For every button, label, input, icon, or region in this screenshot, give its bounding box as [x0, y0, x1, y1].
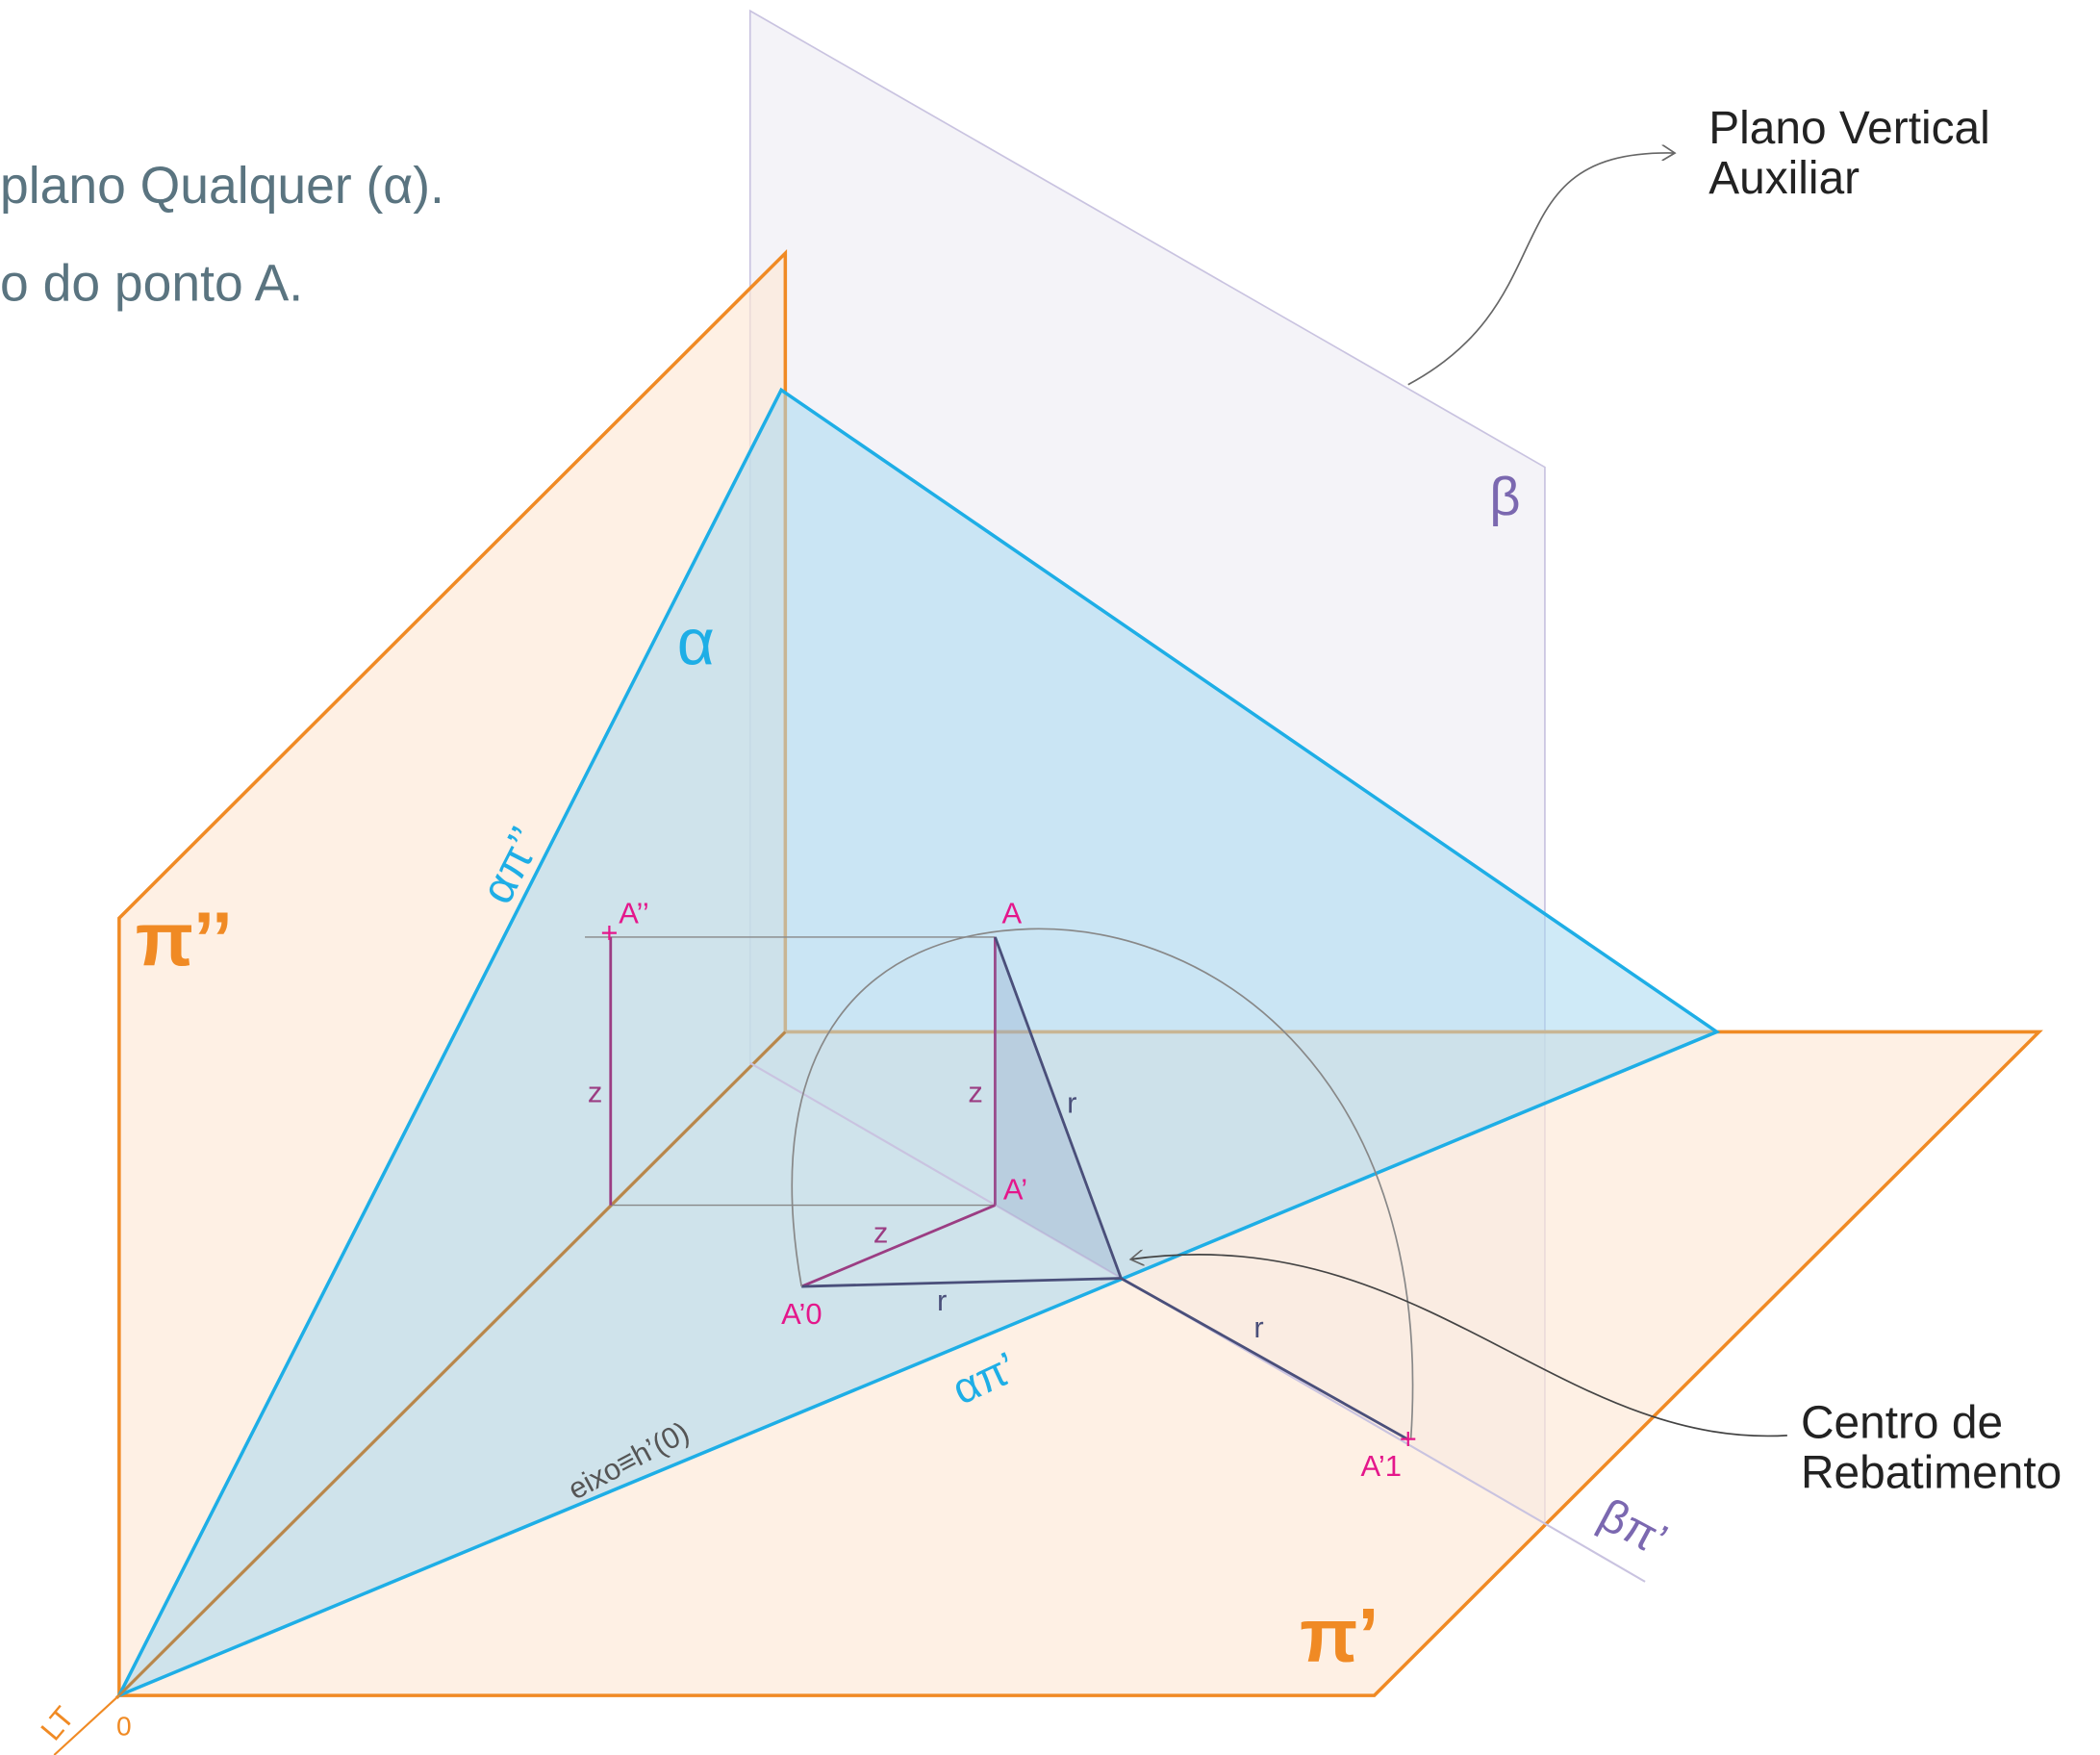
dim-label: r — [1067, 1086, 1076, 1120]
callout-text: Rebatimento — [1801, 1448, 2062, 1499]
point-label: A’0 — [781, 1297, 822, 1331]
callout-line — [1408, 153, 1675, 385]
label: π’’ — [136, 897, 233, 981]
callout-text: Centro de — [1801, 1398, 2003, 1449]
point-label: A’1 — [1361, 1449, 1402, 1483]
label: βπ’ — [1590, 1489, 1675, 1566]
dim-label: r — [937, 1284, 947, 1317]
header-line: plano Qualquer (α). — [0, 158, 444, 215]
dim-label: z — [588, 1075, 602, 1108]
point-label: A — [1002, 897, 1023, 930]
point-label: A’ — [1003, 1173, 1027, 1207]
callout-text: Plano Vertical — [1708, 103, 1990, 154]
label: 0 — [116, 1711, 132, 1741]
dim-label: z — [873, 1216, 888, 1250]
header-line: o do ponto A. — [0, 255, 303, 312]
callout-text: Auxiliar — [1708, 153, 1860, 204]
label: β — [1489, 467, 1520, 527]
label: α — [677, 607, 715, 679]
point-label: A’’ — [619, 897, 649, 930]
dim-label: r — [1253, 1310, 1263, 1344]
point-mark: + — [1400, 1422, 1417, 1456]
diagram: + + plano Qualquer (α). o do ponto A. Pl… — [0, 0, 2100, 1755]
dim-label: z — [968, 1075, 982, 1108]
label: π’ — [1300, 1593, 1379, 1678]
label: LT — [34, 1700, 81, 1746]
point-mark: + — [600, 915, 618, 949]
